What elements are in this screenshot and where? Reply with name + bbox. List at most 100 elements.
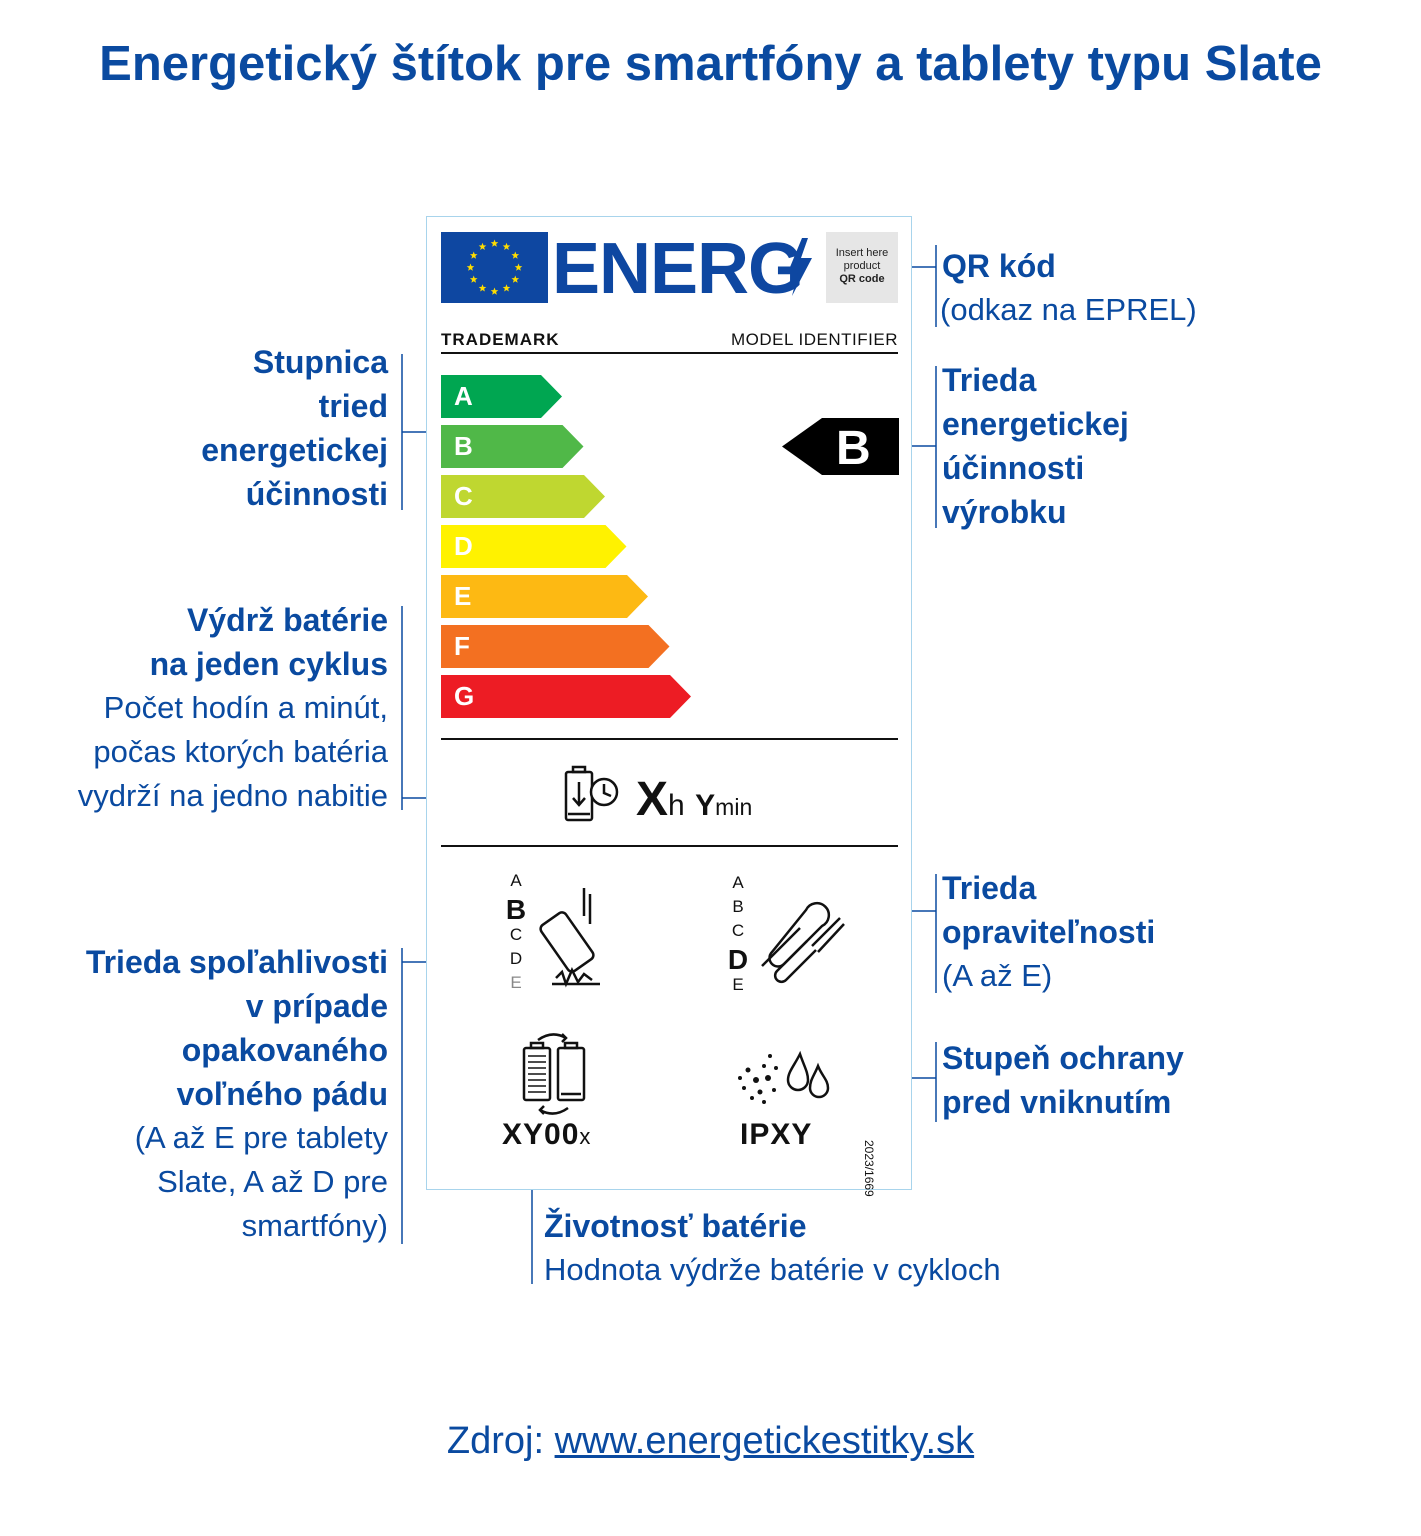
source-prefix: Zdroj: xyxy=(446,1420,555,1462)
eu-star-icon xyxy=(502,242,511,250)
source-link[interactable]: www.energetickestitky.sk xyxy=(554,1420,975,1462)
class-letter-c: C xyxy=(731,921,745,940)
qr-annotation-sub: (odkaz na EPREL) xyxy=(940,292,1197,327)
endurance-annotation: Výdrž batérie na jeden cyklus Počet hodí… xyxy=(78,598,388,818)
scale-letter-a: A xyxy=(454,381,473,411)
endurance-annotation-title: Výdrž batérie xyxy=(187,602,388,638)
lightning-icon xyxy=(788,238,812,296)
repair-annotation: Trieda opraviteľnosti (A až E) xyxy=(942,866,1155,998)
scale-letter-e: E xyxy=(454,581,472,611)
scale-bar-g xyxy=(441,675,691,718)
class-letter-d: D xyxy=(509,949,523,968)
divider xyxy=(441,352,898,354)
reliability-annotation-sub: (A až E pre tablety xyxy=(134,1120,388,1155)
battery-endurance-value: Xh Ymin xyxy=(636,772,752,827)
repair-annotation-title: opraviteľnosti xyxy=(942,914,1156,950)
eu-star-icon xyxy=(466,263,475,271)
scale-letter-b: B xyxy=(454,431,473,461)
scale-letter-g: G xyxy=(454,681,475,711)
life-annotation-title: Životnosť batérie xyxy=(544,1208,807,1244)
product-class-letter: B xyxy=(836,422,871,475)
eu-flag xyxy=(441,232,548,303)
dust-water-icon xyxy=(738,1050,830,1104)
class-annotation: Trieda energetickej účinnosti výrobku xyxy=(942,358,1129,534)
qr-line-3: QR code xyxy=(839,273,885,285)
battery-endurance-icon xyxy=(564,765,619,822)
scale-annotation-line: tried xyxy=(318,388,388,424)
product-class-arrow xyxy=(782,418,899,475)
reliability-annotation-title: v prípade xyxy=(245,988,388,1024)
class-letter-a: A xyxy=(732,873,744,892)
battery-cycles-value: XY00x xyxy=(502,1118,590,1152)
page-title: Energetický štítok pre smartfóny a table… xyxy=(99,37,1322,91)
scale-bar-c xyxy=(441,475,605,518)
scale-bar-d xyxy=(441,525,627,568)
ip-annotation-title: Stupeň ochrany xyxy=(942,1040,1184,1076)
scale-bar-b xyxy=(441,425,584,468)
ip-annotation: Stupeň ochrany pred vniknutím xyxy=(942,1036,1184,1124)
scale-letter-f: F xyxy=(454,631,470,661)
reliability-annotation-title: Trieda spoľahlivosti xyxy=(85,944,388,980)
class-annotation-line: energetickej xyxy=(942,406,1129,442)
repair-annotation-sub: (A až E) xyxy=(942,958,1053,993)
scale-annotation: Stupnica tried energetickej účinnosti xyxy=(201,340,388,516)
eu-star-icon xyxy=(502,284,511,292)
class-annotation-line: Trieda xyxy=(942,362,1037,398)
battery-hours-x: X xyxy=(636,773,669,826)
repair-annotation-title: Trieda xyxy=(942,870,1037,906)
model-identifier: MODEL IDENTIFIER xyxy=(731,330,898,349)
class-letter-a: A xyxy=(510,871,522,890)
class-annotation-line: výrobku xyxy=(942,494,1067,530)
reliability-annotation-title: opakovaného xyxy=(181,1032,388,1068)
eu-star-icon xyxy=(478,284,487,292)
qr-annotation-title: QR kód xyxy=(942,248,1056,284)
scale-letter-d: D xyxy=(454,531,473,561)
regulation-number: 2023/1669 xyxy=(862,1140,876,1197)
ip-annotation-title: pred vniknutím xyxy=(942,1084,1172,1120)
reliability-annotation-sub: smartfóny) xyxy=(241,1208,388,1243)
scale-letter-c: C xyxy=(454,481,473,511)
qr-code-placeholder: Insert here product QR code xyxy=(826,232,898,303)
divider xyxy=(441,845,898,847)
reliability-annotation: Trieda spoľahlivosti v prípade opakované… xyxy=(86,940,388,1248)
reliability-annotation-title: voľného pádu xyxy=(176,1076,388,1112)
class-letter-d: D xyxy=(727,944,749,975)
class-annotation-line: účinnosti xyxy=(942,450,1085,486)
class-letter-b: B xyxy=(505,894,527,925)
eu-star-icon xyxy=(469,275,478,283)
eu-star-icon xyxy=(478,242,487,250)
source-line: Zdroj: www.energetickestitky.sk xyxy=(0,1420,1421,1463)
eu-star-icon xyxy=(469,251,478,259)
battery-min-y: Y xyxy=(695,789,716,822)
life-annotation: Životnosť batérie Hodnota výdrže batérie… xyxy=(544,1204,1001,1292)
battery-hours-unit: h xyxy=(668,789,685,822)
cycles-unit: x xyxy=(579,1124,591,1149)
class-letter-e: E xyxy=(510,973,522,992)
battery-min-unit: min xyxy=(715,794,753,820)
eu-star-icon xyxy=(511,275,520,283)
energy-word: ENERG xyxy=(552,229,804,309)
scale-bar-e xyxy=(441,575,648,618)
eu-star-icon xyxy=(490,239,499,247)
qr-line-1: Insert here xyxy=(835,247,889,259)
eu-star-icon xyxy=(511,251,520,259)
endurance-annotation-sub: počas ktorých batéria xyxy=(93,734,388,769)
trademark: TRADEMARK xyxy=(441,330,560,349)
battery-cycles-icon xyxy=(522,1033,586,1115)
life-annotation-sub: Hodnota výdrže batérie v cykloch xyxy=(544,1252,1001,1287)
endurance-annotation-sub: Počet hodín a minút, xyxy=(103,690,388,725)
endurance-annotation-title: na jeden cyklus xyxy=(149,646,388,682)
drop-phone-icon xyxy=(539,888,600,988)
eu-star-icon xyxy=(514,263,523,271)
scale-annotation-line: účinnosti xyxy=(245,476,388,512)
eu-star-icon xyxy=(490,287,499,295)
scale-annotation-line: Stupnica xyxy=(252,344,388,380)
qr-line-2: product xyxy=(843,260,881,272)
scale-bar-a xyxy=(441,375,562,418)
reliability-annotation-sub: Slate, A až D pre xyxy=(157,1164,388,1199)
class-letter-b: B xyxy=(732,897,744,916)
class-letter-e: E xyxy=(732,975,744,994)
cycles-number: XY00 xyxy=(502,1118,580,1151)
divider xyxy=(441,738,898,740)
scale-annotation-line: energetickej xyxy=(201,432,388,468)
